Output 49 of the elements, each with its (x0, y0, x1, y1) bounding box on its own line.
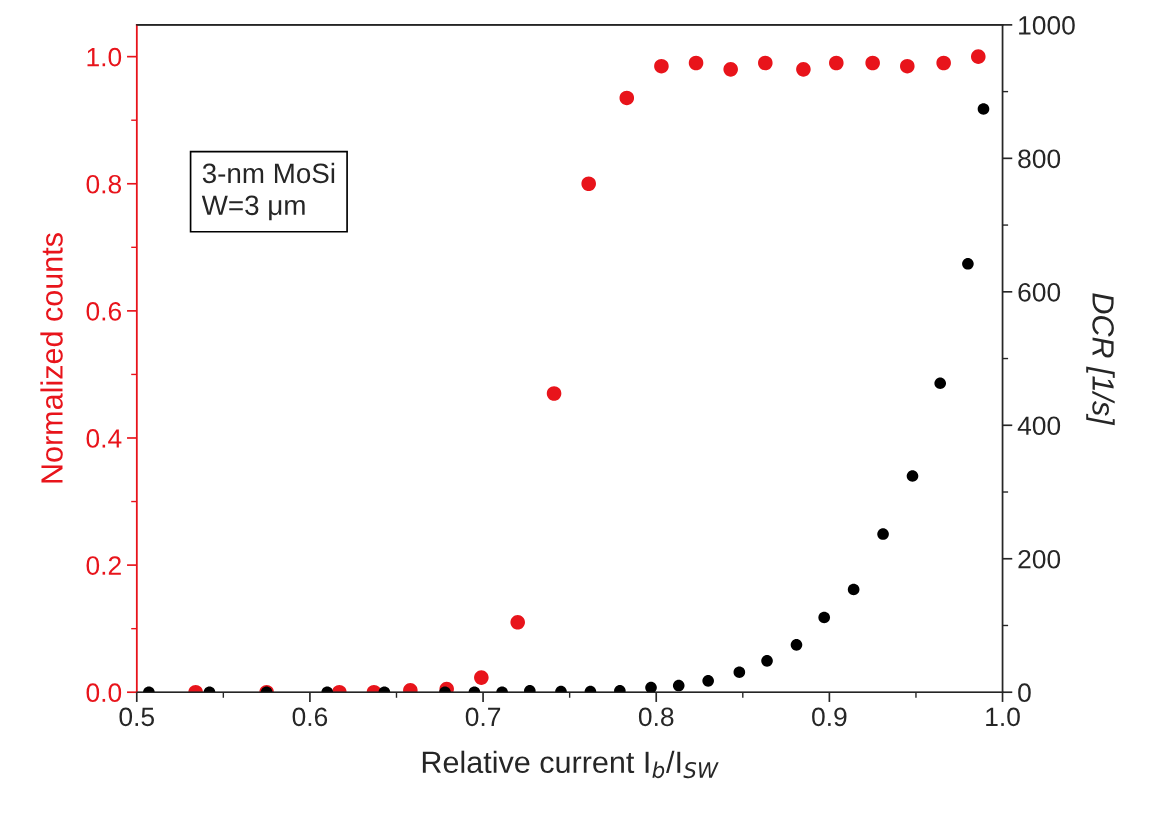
point (865, 55, 880, 71)
y2-tick-label: 600 (1018, 282, 1061, 302)
x-tick-label: 0.9 (812, 707, 847, 727)
point (962, 257, 974, 270)
point (761, 655, 773, 667)
point (818, 611, 830, 624)
annotation: 3-nm MoSi (202, 162, 335, 184)
point (877, 528, 889, 540)
y-tick-label: 0.4 (86, 429, 122, 448)
x-tick-label: 0.5 (119, 707, 154, 727)
y-axis-title: Normalized counts (40, 233, 63, 483)
y2-tick-label: 400 (1017, 416, 1061, 436)
point (906, 470, 919, 482)
y2-tick-label: 1000 (1019, 16, 1075, 35)
y2-tick-label: 0 (1018, 683, 1031, 703)
point (581, 176, 596, 192)
point (645, 681, 657, 693)
point (790, 639, 803, 651)
y2-tick-label: 800 (1018, 149, 1061, 169)
point (733, 666, 746, 678)
x-tick-label: 0.6 (292, 707, 328, 727)
point (829, 55, 844, 71)
y-tick-label: 0.0 (86, 683, 122, 703)
point (900, 58, 915, 74)
point (546, 386, 562, 401)
y-tick-label: 0.8 (86, 174, 122, 194)
x-tick-label: 0.8 (638, 707, 674, 727)
point (971, 49, 986, 64)
y-tick-label: 0.6 (86, 302, 122, 321)
point (672, 679, 685, 692)
y2-axis-title: DCR [1/s] (1086, 293, 1115, 426)
x-axis-title: Relative current I$_{b}$/I$_{SW}$ (422, 750, 719, 779)
point (934, 377, 947, 390)
point (796, 62, 811, 77)
point (977, 103, 990, 115)
x-tick-label: 0.7 (465, 707, 501, 727)
x-tick-label: 1.0 (986, 707, 1020, 727)
point (936, 55, 951, 71)
point (688, 55, 704, 71)
point (723, 62, 738, 77)
y-tick-label: 0.2 (86, 556, 121, 575)
point (654, 58, 669, 74)
point (758, 55, 773, 71)
y2-tick-label: 200 (1018, 549, 1061, 569)
point (619, 90, 635, 106)
annotation: W=3 μm (201, 195, 305, 221)
point (847, 583, 860, 596)
y-tick-label: 1.0 (87, 47, 122, 67)
point (702, 675, 714, 687)
